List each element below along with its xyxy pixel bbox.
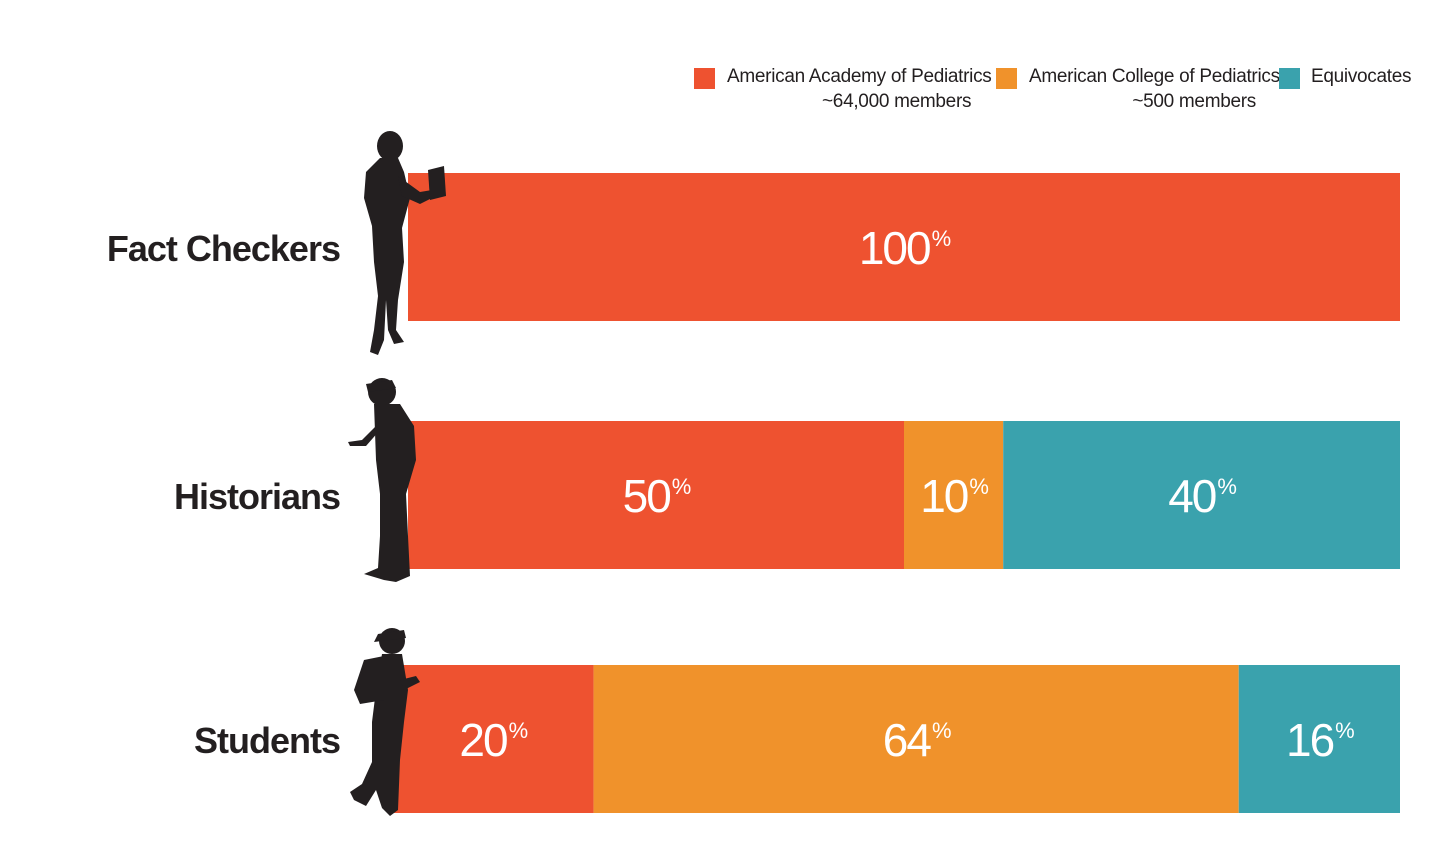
bars-layer — [392, 173, 1400, 813]
data-label-2-1: 64% — [883, 714, 951, 766]
category-labels-layer: 100% Fact Checkers 50% 10% 40% Historians 20% 6… — [107, 222, 1356, 766]
legend-swatch-acp — [996, 68, 1017, 89]
student-with-phone-silhouette-icon — [350, 628, 420, 816]
legend-label-acp: American College of Pediatrics — [1029, 66, 1280, 87]
data-label-1-0: 50% — [623, 470, 691, 522]
data-label-1-2: 40% — [1168, 470, 1236, 522]
category-label-1: Historians — [174, 476, 340, 517]
legend-swatch-aap — [694, 68, 715, 89]
woman-with-tablet-silhouette-icon — [364, 131, 446, 355]
bar-segment-2-0 — [392, 665, 594, 813]
data-label-1-1: 10% — [920, 470, 988, 522]
silhouettes-layer — [348, 131, 446, 816]
legend-label-equivocates: Equivocates — [1311, 66, 1412, 87]
legend-swatch-equivocates — [1279, 68, 1300, 89]
bar-segment-2-1 — [593, 665, 1239, 813]
bar-segment-0-0 — [408, 173, 1400, 321]
data-label-0-0: 100% — [859, 222, 951, 274]
data-label-2-2: 16% — [1286, 714, 1354, 766]
data-label-2-0: 20% — [459, 714, 527, 766]
man-with-phone-silhouette-icon — [348, 378, 416, 582]
bar-segment-1-1 — [904, 421, 1004, 569]
legend-label-aap: American Academy of Pediatrics — [727, 66, 992, 87]
bar-segment-1-2 — [1003, 421, 1400, 569]
legend-note-acp: ~500 members — [1132, 91, 1256, 112]
bar-segment-2-2 — [1238, 665, 1400, 813]
bar-segment-1-0 — [408, 421, 904, 569]
legend-note-aap: ~64,000 members — [822, 91, 972, 112]
category-label-2: Students — [194, 720, 340, 761]
category-label-0: Fact Checkers — [107, 228, 340, 269]
